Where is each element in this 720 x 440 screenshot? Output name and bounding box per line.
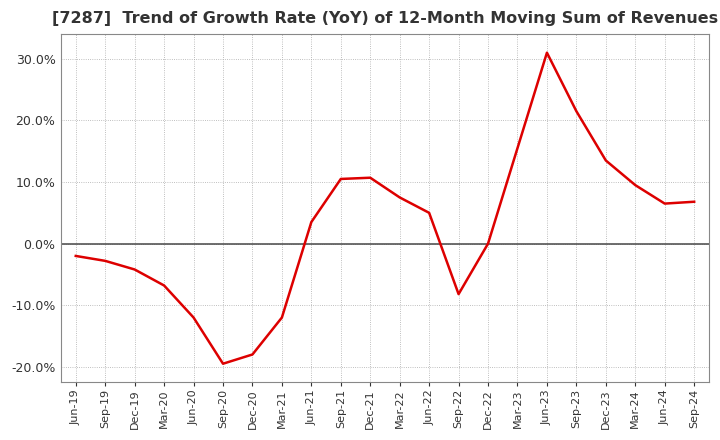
Title: [7287]  Trend of Growth Rate (YoY) of 12-Month Moving Sum of Revenues: [7287] Trend of Growth Rate (YoY) of 12-… [52, 11, 718, 26]
